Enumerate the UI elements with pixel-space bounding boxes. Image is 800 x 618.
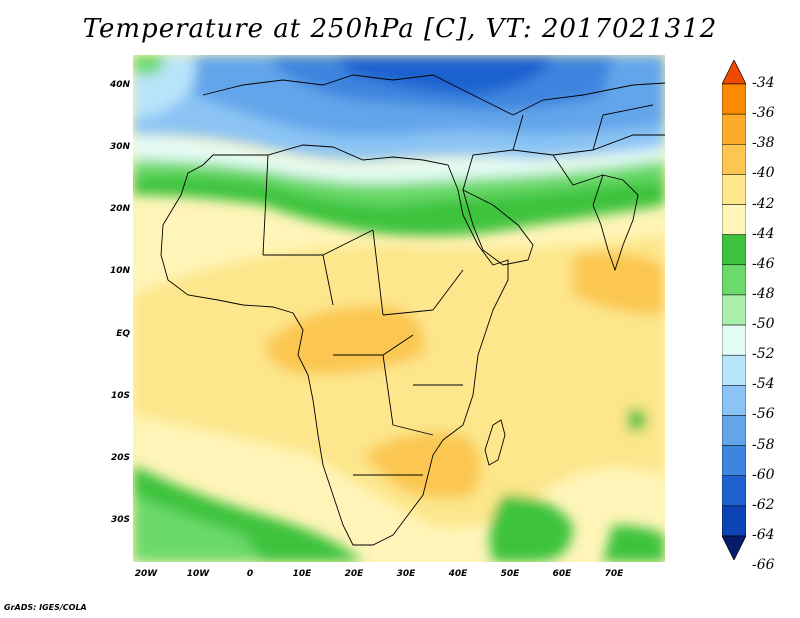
colorbar-tick-label: -34 — [752, 75, 775, 91]
colorbar-swatch — [721, 385, 747, 416]
colorbar-tick-label: -36 — [752, 105, 775, 122]
lat-label: 10N — [109, 266, 130, 276]
colorbar-swatch — [721, 505, 747, 537]
lat-label: 30S — [110, 515, 130, 525]
colorbar-swatch — [721, 324, 747, 356]
field-minus42 — [133, 235, 665, 527]
colorbar-swatch — [721, 264, 747, 296]
lon-label: 10W — [186, 569, 210, 579]
field-minus48-nw — [133, 55, 164, 75]
colorbar-swatch — [721, 354, 747, 386]
lon-label: 10E — [292, 569, 312, 579]
colorbar-tick-label: -66 — [752, 557, 775, 574]
colorbar-tick-label: -48 — [752, 285, 775, 302]
colorbar-swatch — [721, 445, 747, 476]
colorbar-swatch — [721, 294, 747, 326]
lon-label: 0 — [246, 569, 254, 579]
lon-label: 70E — [604, 569, 624, 579]
lat-label: 30N — [109, 142, 130, 152]
colorbar-tick-label: -38 — [752, 135, 775, 152]
lat-label: 40N — [109, 80, 130, 90]
colorbar-swatch — [721, 415, 747, 446]
colorbar-tick-label: -62 — [752, 496, 775, 513]
temperature-map — [133, 55, 665, 562]
lon-label: 40E — [448, 569, 468, 579]
colorbar-swatch — [721, 234, 747, 266]
colorbar-swatch — [721, 174, 747, 205]
field-minus46-se — [489, 495, 573, 562]
credit-text: GrADS: IGES/COLA — [4, 603, 87, 612]
colorbar-swatch — [721, 204, 747, 235]
field-minus60 — [333, 55, 553, 95]
colorbar-top-arrow — [721, 59, 747, 85]
lat-label: 10S — [110, 391, 130, 401]
lat-label: 20N — [109, 204, 130, 214]
colorbar-tick-label: -46 — [752, 255, 775, 272]
map-title: Temperature at 250hPa [C], VT: 201702131… — [82, 14, 718, 44]
colorbar-tick-label: -50 — [752, 316, 775, 333]
colorbar-tick-label: -60 — [752, 466, 775, 483]
colorbar-tick-label: -64 — [752, 527, 775, 543]
colorbar-tick-label: -44 — [752, 225, 775, 242]
lon-label: 30E — [396, 569, 416, 579]
lon-label: 20W — [134, 569, 158, 579]
field-minus40-b — [363, 432, 481, 499]
colorbar-tick-label: -52 — [752, 346, 775, 363]
lon-label: 50E — [500, 569, 520, 579]
lon-label: 20E — [344, 569, 364, 579]
field-minus50 — [133, 135, 665, 184]
colorbar-tick-label: -40 — [752, 165, 775, 182]
field-minus46-io — [628, 408, 648, 432]
colorbar-swatch — [721, 113, 747, 145]
field-minus46-se2 — [603, 525, 665, 562]
lat-label: EQ — [116, 329, 130, 339]
coastlines — [160, 74, 665, 546]
colorbar-tick-label: -58 — [752, 436, 775, 453]
colorbar-swatch — [721, 144, 747, 175]
lon-label: 60E — [552, 569, 572, 579]
colorbar-swatch — [721, 83, 747, 115]
colorbar-swatch — [721, 475, 747, 507]
lat-label: 20S — [110, 453, 130, 463]
colorbar-bottom-arrow — [721, 535, 747, 561]
field-minus48-south — [133, 495, 263, 562]
colorbar-tick-label: -54 — [752, 376, 775, 393]
colorbar-tick-label: -56 — [752, 406, 775, 423]
colorbar-tick-label: -42 — [752, 195, 775, 212]
field-minus40-a — [263, 305, 425, 375]
colorbar — [721, 59, 747, 561]
field-minus40-c — [573, 251, 665, 315]
